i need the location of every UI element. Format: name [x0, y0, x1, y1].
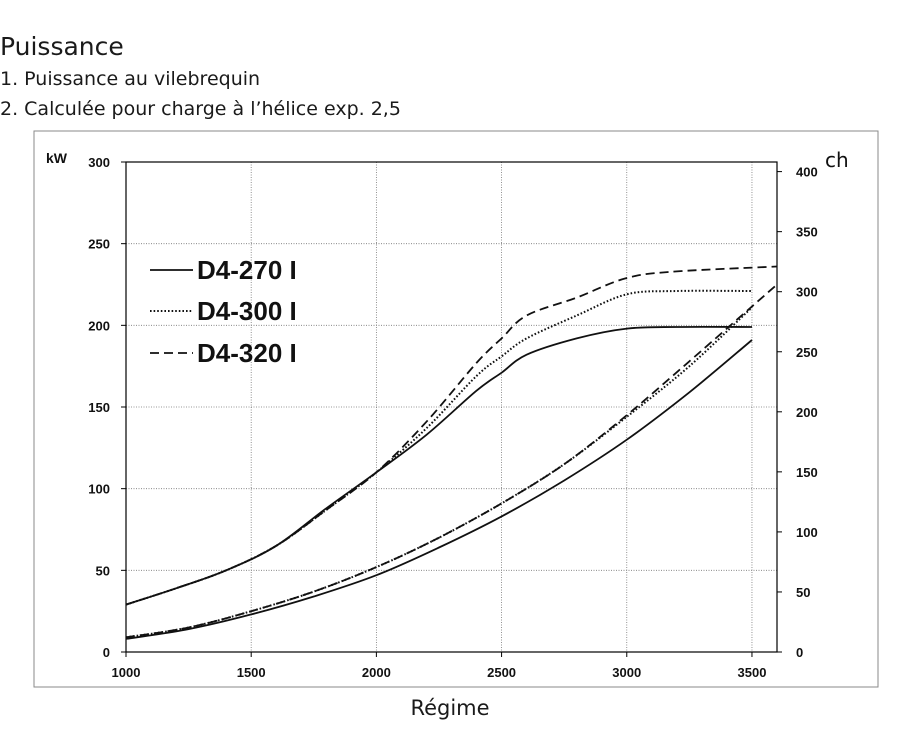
x-tick-label: 3000: [612, 665, 641, 680]
y-right-tick-label: 200: [796, 405, 818, 420]
y-left-tick-label: 150: [88, 400, 110, 415]
series-group: [125, 265, 778, 640]
series-line-crankshaft-1: [125, 325, 753, 606]
y-right-tick-label: 250: [796, 345, 818, 360]
y-left-tick-label: 50: [96, 563, 110, 578]
x-tick-label: 1500: [237, 665, 266, 680]
y-right-tick-label: 50: [796, 585, 810, 600]
y-left-tick-label: 0: [103, 645, 110, 660]
series-line-crankshaft-3: [125, 265, 778, 606]
y-left-tick-label: 100: [88, 482, 110, 497]
chart-subtitle-2: 2. Calculée pour charge à l’hélice exp. …: [0, 98, 401, 120]
y-left-tick-label: 250: [88, 237, 110, 252]
y-axis-right-label: ch: [825, 148, 849, 172]
y-left-tick-label: 200: [88, 318, 110, 333]
x-axis-label: Régime: [410, 696, 490, 720]
chart-title: Puissance: [0, 32, 124, 61]
grid: [126, 162, 777, 652]
series-line-propeller-1: [125, 339, 753, 640]
x-tick-label: 3500: [738, 665, 767, 680]
legend-label: D4-270 I: [197, 255, 297, 285]
chart-frame: [33, 130, 879, 688]
y-right-tick-label: 350: [796, 225, 818, 240]
x-tick-label: 2000: [362, 665, 391, 680]
x-tick-label: 2500: [487, 665, 516, 680]
y-right-tick-label: 0: [796, 645, 803, 660]
ticks: 1000 1500 2000 2500 3000 35000501001502002503…: [88, 155, 817, 680]
series-line-propeller-3: [125, 283, 778, 639]
y-left-tick-label: 300: [88, 155, 110, 170]
y-right-tick-label: 100: [796, 525, 818, 540]
y-right-tick-label: 400: [796, 165, 818, 180]
chart-subtitle-1: 1. Puissance au vilebrequin: [0, 68, 261, 90]
x-tick-label: 1000: [112, 665, 141, 680]
y-right-tick-label: 150: [796, 465, 818, 480]
legend: D4-270 I D4-300 I D4-320 I: [150, 255, 297, 368]
y-axis-left-label: kW: [46, 150, 68, 166]
y-right-tick-label: 300: [796, 285, 818, 300]
legend-label: D4-320 I: [197, 338, 297, 368]
legend-label: D4-300 I: [197, 296, 297, 326]
